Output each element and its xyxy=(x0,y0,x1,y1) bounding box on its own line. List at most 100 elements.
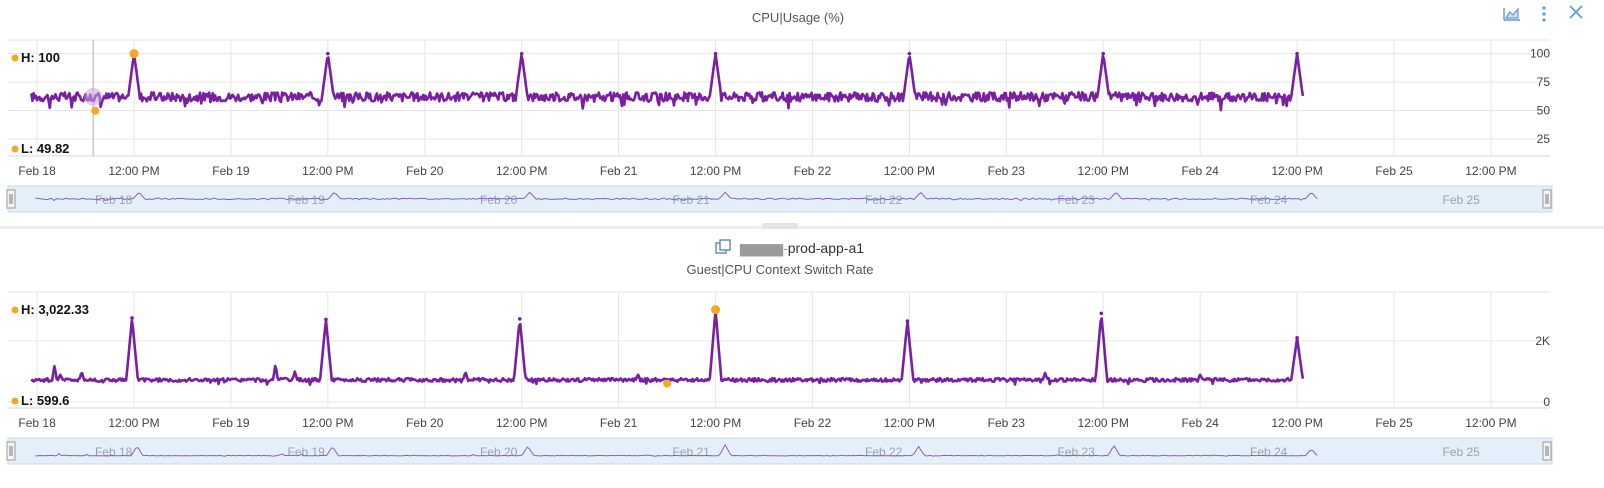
navigator-label: Feb 18 xyxy=(95,193,133,207)
handle-body[interactable] xyxy=(6,441,16,461)
resource-name: ▆▆▆▆-prod-app-a1 xyxy=(739,240,864,257)
x-tick-label: 12:00 PM xyxy=(690,416,741,430)
x-tick-label: Feb 22 xyxy=(794,416,832,430)
x-axis: Feb 18 12:00 PM Feb 19 12:00 PM Feb 20 12:00 … xyxy=(18,164,1516,178)
virtual-machine-icon xyxy=(715,239,731,254)
x-tick-label: 12:00 PM xyxy=(302,416,353,430)
cpu-usage-chart: CPU|Usage (%) Feb 18 12:00 PM Feb 19 12:00 … xyxy=(6,10,1553,213)
series-path xyxy=(30,52,1305,112)
spike-point xyxy=(713,51,718,56)
spike-point xyxy=(130,316,134,320)
x-tick-label: 12:00 PM xyxy=(302,164,353,178)
navigator-series xyxy=(35,443,1318,457)
x-tick-label: 12:00 PM xyxy=(884,416,935,430)
x-tick-label: 12:00 PM xyxy=(1465,164,1516,178)
x-tick-label: 12:00 PM xyxy=(884,164,935,178)
navigator[interactable]: Feb 18 Feb 19 Feb 20 Feb 21 Feb 22 Feb 23 Feb … xyxy=(6,437,1553,465)
navigator-handle[interactable] xyxy=(6,189,16,209)
x-tick-label: 12:00 PM xyxy=(1271,416,1322,430)
y-tick-label: 50 xyxy=(1537,104,1551,118)
navigator-label: Feb 25 xyxy=(1443,445,1481,459)
y-tick-label: 100 xyxy=(1530,47,1550,61)
low-label: L: 49.82 xyxy=(11,141,69,156)
handle-body[interactable] xyxy=(1542,189,1552,209)
x-tick-label: 12:00 PM xyxy=(496,164,547,178)
spike-point xyxy=(324,317,328,322)
x-tick-label: Feb 19 xyxy=(212,416,250,430)
y-axis: 2K 0 xyxy=(1535,334,1550,409)
navigator-label: Feb 20 xyxy=(480,193,518,207)
navigator-label: Feb 18 xyxy=(95,445,133,459)
navigator-label: Feb 24 xyxy=(1250,445,1288,459)
navigator-label: Feb 23 xyxy=(1058,193,1096,207)
chart-title: CPU|Usage (%) xyxy=(752,10,844,25)
x-tick-label: 12:00 PM xyxy=(108,416,159,430)
low-marker[interactable] xyxy=(663,379,672,388)
x-tick-label: 12:00 PM xyxy=(1078,416,1129,430)
x-tick-label: Feb 18 xyxy=(18,164,56,178)
x-tick-label: Feb 18 xyxy=(18,416,56,430)
navigator-label: Feb 21 xyxy=(673,193,711,207)
navigator-handle[interactable] xyxy=(6,441,16,461)
high-marker[interactable] xyxy=(711,305,721,315)
context-switch-chart: ▆▆▆▆-prod-app-a1 Guest|CPU Context Switc… xyxy=(6,239,1553,465)
x-tick-label: Feb 20 xyxy=(406,416,444,430)
x-tick-label: Feb 23 xyxy=(988,164,1026,178)
resource-name-text: prod-app-a1 xyxy=(788,240,864,256)
y-tick-label: 25 xyxy=(1537,132,1551,146)
high-marker[interactable] xyxy=(129,49,139,59)
high-label-dot xyxy=(11,54,19,62)
navigator-handle[interactable] xyxy=(1542,189,1552,209)
spike-point xyxy=(326,51,330,56)
resize-handle[interactable] xyxy=(762,223,798,229)
handle-body[interactable] xyxy=(6,189,16,209)
spike-point xyxy=(1295,51,1299,56)
navigator-series xyxy=(35,191,1318,202)
x-tick-label: 12:00 PM xyxy=(1078,164,1129,178)
x-tick-label: 12:00 PM xyxy=(1271,164,1322,178)
x-tick-label: Feb 21 xyxy=(600,416,638,430)
x-tick-label: Feb 24 xyxy=(1181,416,1219,430)
more-vertical-icon[interactable] xyxy=(1542,6,1546,22)
low-label-dot xyxy=(11,145,19,153)
high-label-dot xyxy=(11,306,19,314)
high-label-text: H: 3,022.33 xyxy=(21,302,89,317)
hover-point xyxy=(84,87,103,106)
navigator-label: Feb 19 xyxy=(288,193,326,207)
spike-point xyxy=(1295,335,1299,340)
high-label-text: H: 100 xyxy=(21,50,60,65)
y-axis: 100 75 50 25 xyxy=(1530,47,1550,146)
low-marker[interactable] xyxy=(91,106,100,115)
navigator-range[interactable] xyxy=(7,437,1553,465)
x-tick-label: Feb 25 xyxy=(1375,416,1413,430)
spike-point xyxy=(519,51,524,56)
navigator[interactable]: Feb 18 Feb 19 Feb 20 Feb 21 Feb 22 Feb 23 Feb … xyxy=(6,185,1553,213)
high-label: H: 3,022.33 xyxy=(11,302,89,317)
spike-point xyxy=(1099,311,1104,316)
x-tick-label: 12:00 PM xyxy=(1465,416,1516,430)
close-icon[interactable] xyxy=(1569,5,1583,19)
grid xyxy=(8,291,1550,409)
low-label: L: 599.6 xyxy=(11,393,69,408)
series-path xyxy=(30,309,1305,386)
high-label: H: 100 xyxy=(11,50,60,65)
x-tick-label: Feb 23 xyxy=(988,416,1026,430)
x-tick-label: Feb 19 xyxy=(212,164,250,178)
navigator-label: Feb 24 xyxy=(1250,193,1288,207)
y-tick-label: 75 xyxy=(1537,75,1551,89)
navigator-handle[interactable] xyxy=(1542,441,1552,461)
x-axis: Feb 18 12:00 PM Feb 19 12:00 PM Feb 20 12:00 … xyxy=(18,416,1516,430)
panel-divider xyxy=(0,226,1604,229)
spike-point xyxy=(517,317,522,321)
x-tick-label: Feb 22 xyxy=(794,164,832,178)
area-chart-icon[interactable] xyxy=(1503,7,1520,21)
handle-body[interactable] xyxy=(1542,441,1552,461)
navigator-label: Feb 22 xyxy=(865,193,903,207)
x-tick-label: 12:00 PM xyxy=(690,164,741,178)
x-tick-label: Feb 24 xyxy=(1181,164,1219,178)
spike-point xyxy=(1101,51,1106,56)
navigator-label: Feb 21 xyxy=(673,445,711,459)
low-label-text: L: 49.82 xyxy=(21,141,69,156)
navigator-label: Feb 20 xyxy=(480,445,518,459)
